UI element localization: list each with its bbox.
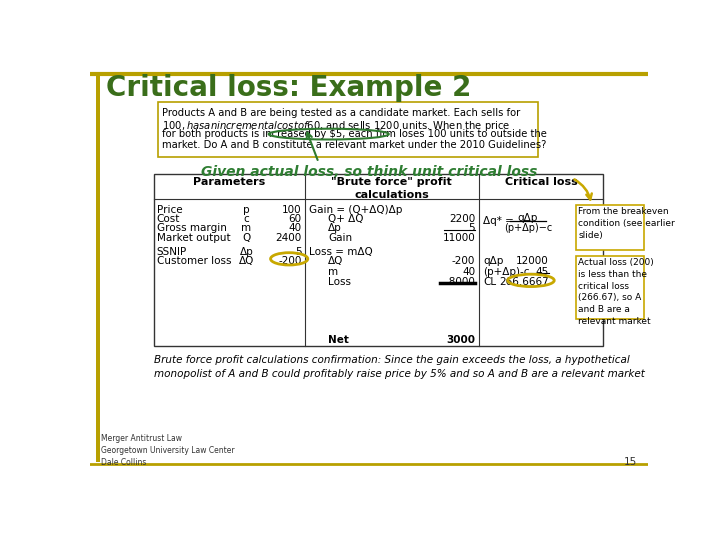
Text: Price: Price [157,205,182,215]
Text: CL: CL [483,278,496,287]
Text: market. Do A and B constitute a relevant market under the 2010 Guidelines?: market. Do A and B constitute a relevant… [162,140,546,150]
Text: 12000: 12000 [516,256,549,266]
Text: Parameters: Parameters [193,177,265,187]
Text: From the breakeven
condition (see earlier
slide): From the breakeven condition (see earlie… [578,207,675,240]
Text: "Brute force" profit
calculations: "Brute force" profit calculations [331,177,452,200]
Text: Gross margin: Gross margin [157,224,227,233]
Text: 2400: 2400 [275,233,302,242]
Text: m: m [241,224,251,233]
Bar [158,102,538,157]
Text: (p+Δp)−c: (p+Δp)−c [504,224,552,233]
Text: -8000: -8000 [445,278,475,287]
Text: Q: Q [243,233,251,242]
Text: Net: Net [328,335,348,345]
Text: p: p [243,205,250,215]
Text: (p+Δp)-c: (p+Δp)-c [483,267,529,276]
Text: m: m [328,267,338,276]
Text: -200: -200 [452,256,475,266]
Text: Brute force profit calculations confirmation: Since the gain exceeds the loss, a: Brute force profit calculations confirma… [153,355,644,379]
Text: Δp: Δp [240,247,253,256]
Text: ΔQ: ΔQ [328,256,343,266]
Text: 15: 15 [624,457,637,467]
Text: Q+ ΔQ: Q+ ΔQ [328,214,364,224]
Text: Loss: Loss [328,278,351,287]
Text: 5: 5 [295,247,302,256]
Text: -200: -200 [278,256,302,266]
Text: Actual loss (200)
is less than the
critical loss
(266.67), so A
and B are a
rele: Actual loss (200) is less than the criti… [578,258,654,326]
Bar [576,205,644,249]
Bar [153,174,603,346]
Text: Products A and B are being tested as a candidate market. Each sells for: Products A and B are being tested as a c… [162,108,521,118]
Text: Critical loss: Critical loss [505,177,577,187]
Text: Customer loss: Customer loss [157,256,231,266]
Text: 40: 40 [462,267,475,276]
Text: 266.6667: 266.6667 [499,278,549,287]
Text: for both products is increased by $5, each firm loses 100 units to outside the: for both products is increased by $5, ea… [162,130,547,139]
Text: Δp: Δp [328,224,342,233]
Text: SSNIP: SSNIP [157,247,187,256]
Text: qΔp: qΔp [518,213,538,222]
Text: Merger Antitrust Law
Georgetown University Law Center
Dale Collins: Merger Antitrust Law Georgetown Universi… [101,434,235,467]
Text: 60: 60 [289,214,302,224]
Text: Market output: Market output [157,233,230,242]
Text: Loss = mΔQ: Loss = mΔQ [309,247,372,256]
Text: Critical loss: Example 2: Critical loss: Example 2 [106,74,471,102]
Text: c: c [243,214,249,224]
Text: Given actual loss, so think unit critical loss: Given actual loss, so think unit critica… [201,165,537,179]
Text: $100, has an incremental cost of $60, and sells 1200 units. When the price: $100, has an incremental cost of $60, an… [162,119,510,133]
Text: ΔQ: ΔQ [239,256,254,266]
Text: 100: 100 [282,205,302,215]
Text: Δq* =: Δq* = [483,215,514,226]
Text: 40: 40 [289,224,302,233]
Text: 3000: 3000 [446,335,475,345]
Text: qΔp: qΔp [483,256,503,266]
Text: Gain: Gain [328,233,352,242]
Bar [576,256,644,319]
Text: 11000: 11000 [442,233,475,242]
Text: Cost: Cost [157,214,180,224]
Text: 2200: 2200 [449,214,475,224]
Text: Gain = (Q+ΔQ)Δp: Gain = (Q+ΔQ)Δp [309,205,402,215]
Bar [96,76,100,462]
Text: 45: 45 [536,267,549,276]
Text: 5: 5 [469,224,475,233]
